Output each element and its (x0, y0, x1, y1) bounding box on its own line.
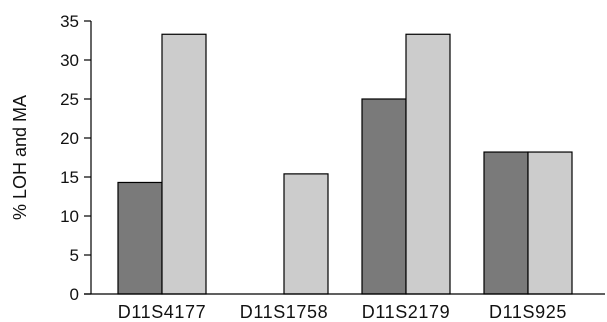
x-category-label: D11S2179 (362, 302, 451, 322)
y-tick-label: 25 (60, 90, 79, 109)
y-tick-label: 20 (60, 129, 79, 148)
bar-d11s2179-series-2 (405, 33, 451, 295)
category-labels: D11S4177 D11S1758 D11S2179 D11S925 (118, 302, 567, 322)
bar-d11s925-series-2 (527, 151, 573, 295)
x-category-label: D11S4177 (118, 302, 207, 322)
x-category-label: D11S1758 (240, 302, 329, 322)
y-tick-label: 10 (60, 207, 79, 226)
bar-d11s1758-series-2 (283, 173, 329, 295)
bars (117, 33, 573, 295)
y-axis-title: % LOH and MA (10, 95, 30, 220)
bar-d11s925-series-1 (483, 151, 529, 295)
bar-d11s4177-series-1 (117, 181, 163, 295)
y-tick-label: 15 (60, 168, 79, 187)
y-tick-label: 35 (60, 12, 79, 31)
y-tick-label: 5 (70, 246, 79, 265)
x-category-label: D11S925 (489, 302, 567, 322)
bar-d11s4177-series-2 (161, 33, 207, 295)
y-tick-label: 30 (60, 51, 79, 70)
bar-d11s2179-series-1 (361, 98, 407, 295)
y-tick-label: 0 (70, 285, 79, 304)
y-axis-ticks: 0 5 10 15 20 25 30 35 (60, 12, 91, 304)
